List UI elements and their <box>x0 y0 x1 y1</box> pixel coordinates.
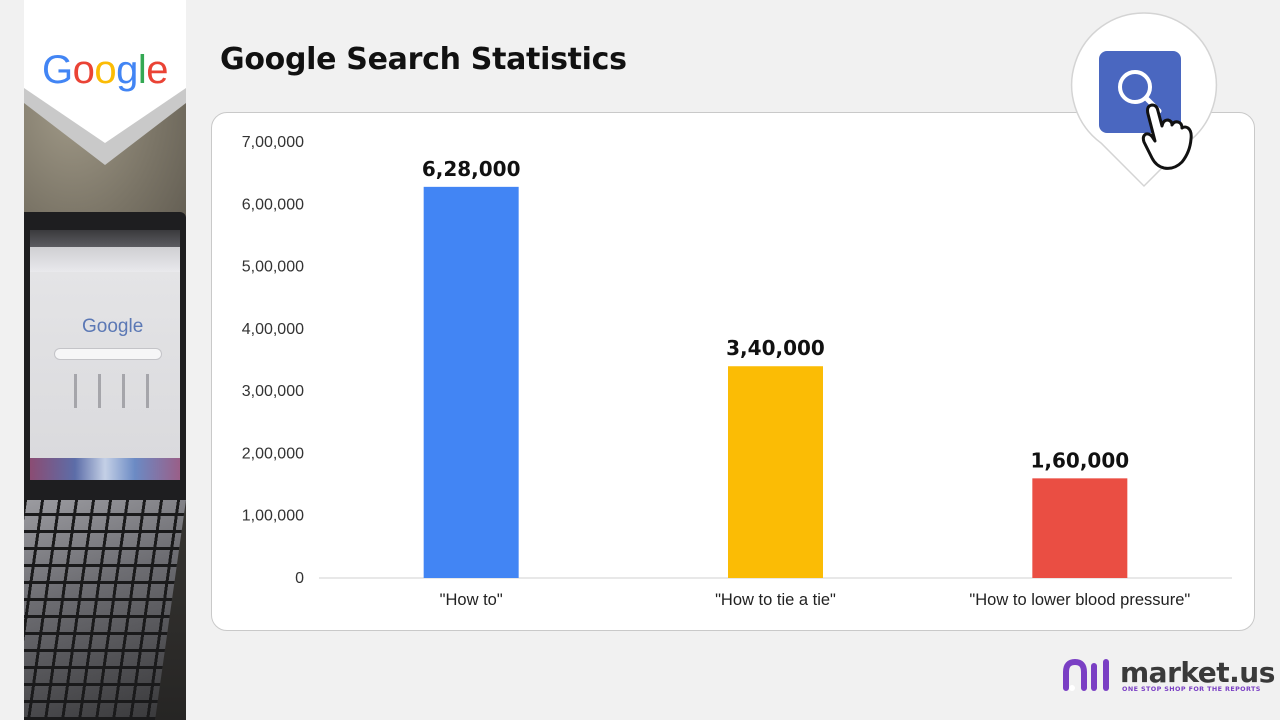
laptop-keyboard <box>24 500 186 720</box>
logo-letter: G <box>41 48 73 92</box>
y-tick-label: 7,00,000 <box>242 134 304 151</box>
y-tick-label: 2,00,000 <box>242 445 304 462</box>
page-title: Google Search Statistics <box>220 42 627 77</box>
logo-letter: o <box>94 48 117 92</box>
y-tick-label: 5,00,000 <box>242 259 304 276</box>
data-label: 3,40,000 <box>726 336 825 360</box>
logo-letter: e <box>146 48 168 92</box>
search-badge <box>1064 10 1224 195</box>
x-tick-label: "How to" <box>440 591 503 609</box>
hand-pointer-icon <box>1141 103 1193 170</box>
google-logo-card: Google <box>24 0 186 165</box>
brand-name: market.us <box>1120 656 1275 689</box>
brand-tagline: ONE STOP SHOP FOR THE REPORTS <box>1122 685 1261 693</box>
bar <box>728 366 823 578</box>
brand-mark-icon <box>1063 658 1109 691</box>
bar <box>423 186 519 578</box>
bar <box>1032 478 1128 578</box>
photo-dock <box>30 458 180 480</box>
laptop-display: Google <box>30 230 180 480</box>
x-tick-label: "How to tie a tie" <box>715 591 836 609</box>
photo-shortcuts <box>64 374 154 408</box>
logo-letter: g <box>116 48 138 92</box>
photo-google-logo: Google <box>82 316 144 337</box>
browser-bar <box>30 230 180 272</box>
google-logo: Google <box>24 48 186 93</box>
photo-search-bar <box>54 348 162 360</box>
x-tick-label: "How to lower blood pressure" <box>969 591 1190 609</box>
y-tick-label: 1,00,000 <box>242 508 304 525</box>
logo-letter: l <box>137 48 147 92</box>
chart-card: 0 1,00,000 2,00,000 3,00,000 4,00,000 5,00,00… <box>211 112 1255 631</box>
data-label: 6,28,000 <box>422 157 521 181</box>
data-label: 1,60,000 <box>1030 448 1129 472</box>
y-tick-label: 0 <box>295 570 304 587</box>
brand-logo: market.us ONE STOP SHOP FOR THE REPORTS <box>1062 656 1275 696</box>
y-tick-label: 6,00,000 <box>242 196 304 213</box>
laptop-screen: Google <box>24 212 186 502</box>
logo-card-shape <box>24 0 186 165</box>
y-tick-label: 3,00,000 <box>242 383 304 400</box>
bar-chart: 0 1,00,000 2,00,000 3,00,000 4,00,000 5,00,00… <box>242 134 1232 609</box>
y-tick-label: 4,00,000 <box>242 321 304 338</box>
logo-letter: o <box>72 48 95 92</box>
